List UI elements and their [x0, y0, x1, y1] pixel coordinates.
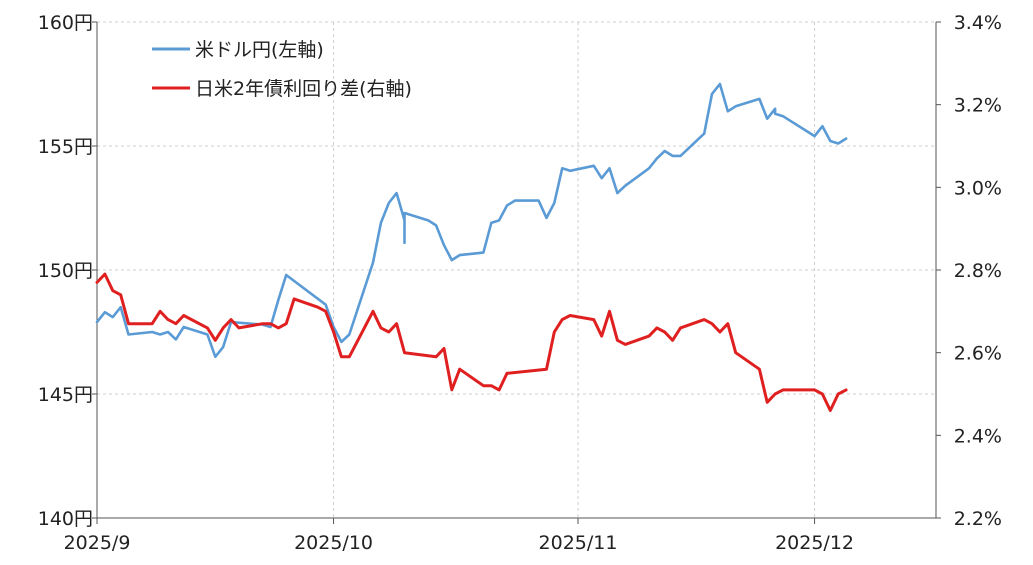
x-tick-label: 2025/9 — [64, 532, 131, 554]
right-tick-label: 2.6% — [954, 343, 1002, 365]
x-tick-label: 2025/12 — [775, 532, 854, 554]
legend: 米ドル円(左軸) 日米2年債利回り差(右軸) — [152, 39, 412, 100]
left-tick-label: 155円 — [38, 136, 93, 158]
right-tick-label: 3.4% — [954, 12, 1002, 34]
grid — [97, 21, 936, 518]
left-tick-label: 145円 — [38, 384, 93, 406]
yield-spread-series-line — [95, 272, 848, 412]
left-tick-label: 140円 — [38, 508, 93, 530]
x-tick-label: 2025/11 — [539, 532, 618, 554]
left-tick-label: 150円 — [38, 260, 93, 282]
series-lines — [95, 82, 848, 412]
legend-label: 日米2年債利回り差(右軸) — [195, 78, 412, 100]
right-tick-label: 3.2% — [954, 95, 1002, 117]
x-tick-label: 2025/10 — [294, 532, 373, 554]
legend-label: 米ドル円(左軸) — [195, 39, 324, 61]
axes: 160円 155円 150円 145円 140円 3.4% 3.2% 3.0% 2.8% 2.6%… — [38, 12, 1002, 554]
right-tick-label: 2.2% — [954, 508, 1002, 530]
right-tick-label: 3.0% — [954, 177, 1002, 199]
usdjpy-series-line — [95, 82, 848, 359]
right-tick-label: 2.8% — [954, 260, 1002, 282]
left-tick-label: 160円 — [38, 12, 93, 34]
right-tick-label: 2.4% — [954, 425, 1002, 447]
